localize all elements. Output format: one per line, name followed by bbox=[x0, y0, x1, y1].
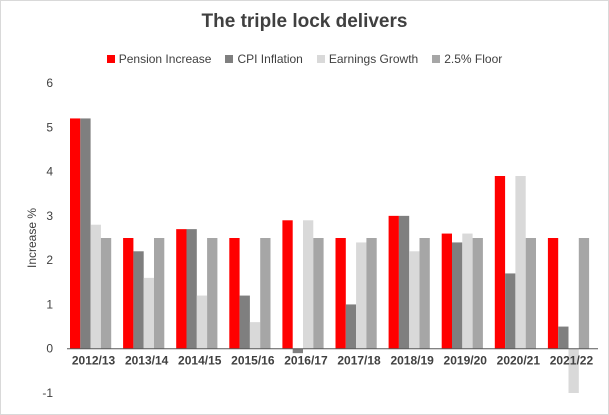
legend-item-3: 2.5% Floor bbox=[432, 51, 502, 67]
y-tick-label: 4 bbox=[46, 165, 53, 179]
chart-title: The triple lock delivers bbox=[201, 11, 408, 32]
legend-item-0: Pension Increase bbox=[106, 51, 212, 67]
bar-cpi-inflation-4 bbox=[292, 348, 303, 354]
y-tick-label: 3 bbox=[46, 209, 53, 223]
x-category-label: 2014/15 bbox=[178, 354, 222, 368]
bar-earnings-growth-4 bbox=[303, 220, 314, 349]
bar-cpi-inflation-9 bbox=[558, 326, 569, 349]
bar-earnings-growth-3 bbox=[249, 322, 261, 349]
bar-cpi-inflation-2 bbox=[186, 229, 197, 349]
bar-2-5-floor-4 bbox=[313, 238, 324, 349]
bar-2-5-floor-3 bbox=[260, 238, 271, 349]
legend-swatch-1 bbox=[225, 55, 234, 63]
x-category-label: 2012/13 bbox=[72, 354, 116, 368]
bar-earnings-growth-2 bbox=[196, 295, 208, 349]
x-category-label: 2016/17 bbox=[284, 354, 328, 368]
bar-earnings-growth-6 bbox=[409, 251, 420, 349]
bar-2-5-floor-8 bbox=[525, 238, 536, 349]
bar-pension-increase-3 bbox=[229, 238, 240, 349]
bar-2-5-floor-7 bbox=[472, 238, 483, 349]
legend-label-0: Pension Increase bbox=[118, 52, 212, 66]
legend-label-2: Earnings Growth bbox=[328, 52, 419, 66]
bar-cpi-inflation-8 bbox=[505, 273, 516, 349]
legend-swatch-2 bbox=[316, 55, 325, 63]
bar-cpi-inflation-5 bbox=[345, 304, 357, 349]
bar-pension-increase-8 bbox=[494, 176, 506, 349]
x-category-label: 2020/21 bbox=[497, 354, 541, 368]
legend-label-3: 2.5% Floor bbox=[444, 52, 503, 66]
bar-pension-increase-5 bbox=[335, 238, 346, 349]
bar-2-5-floor-9 bbox=[578, 238, 590, 349]
bar-earnings-growth-1 bbox=[143, 277, 154, 349]
bar-pension-increase-6 bbox=[388, 215, 399, 349]
legend-item-2: Earnings Growth bbox=[316, 51, 419, 67]
bar-2-5-floor-1 bbox=[154, 238, 165, 349]
bar-pension-increase-2 bbox=[176, 229, 187, 349]
bar-cpi-inflation-7 bbox=[452, 242, 463, 349]
y-tick-label: -1 bbox=[42, 386, 53, 400]
y-tick-label: 5 bbox=[46, 120, 53, 134]
legend-item-1: CPI Inflation bbox=[225, 51, 303, 67]
bar-2-5-floor-5 bbox=[366, 238, 377, 349]
bar-cpi-inflation-6 bbox=[398, 215, 410, 349]
bar-earnings-growth-7 bbox=[462, 233, 473, 349]
x-category-label: 2021/22 bbox=[550, 354, 594, 368]
y-tick-label: 6 bbox=[46, 76, 53, 90]
bar-pension-increase-9 bbox=[547, 238, 559, 349]
bar-pension-increase-1 bbox=[123, 238, 134, 349]
bar-pension-increase-4 bbox=[282, 220, 293, 349]
bar-cpi-inflation-3 bbox=[239, 295, 250, 349]
x-category-label: 2018/19 bbox=[390, 354, 434, 368]
bar-cpi-inflation-1 bbox=[133, 251, 144, 349]
legend: Pension Increase CPI Inflation Earnings Gr… bbox=[1, 51, 608, 67]
legend-label-1: CPI Inflation bbox=[237, 52, 303, 66]
bar-earnings-growth-8 bbox=[515, 176, 526, 349]
bar-2-5-floor-2 bbox=[207, 238, 218, 349]
y-axis-label: Increase % bbox=[25, 208, 39, 268]
bar-pension-increase-0 bbox=[70, 118, 81, 349]
y-tick-label: 2 bbox=[46, 253, 53, 267]
x-category-label: 2019/20 bbox=[444, 354, 488, 368]
bar-2-5-floor-6 bbox=[419, 238, 430, 349]
legend-swatch-3 bbox=[432, 55, 441, 63]
y-tick-label: 1 bbox=[46, 297, 53, 311]
bar-earnings-growth-9 bbox=[568, 348, 579, 393]
x-category-label: 2017/18 bbox=[337, 354, 381, 368]
y-tick-label: 0 bbox=[46, 342, 53, 356]
bar-earnings-growth-5 bbox=[356, 242, 367, 349]
bar-earnings-growth-0 bbox=[90, 224, 101, 349]
bar-2-5-floor-0 bbox=[100, 238, 112, 349]
bar-cpi-inflation-0 bbox=[80, 118, 91, 349]
x-category-label: 2013/14 bbox=[125, 354, 169, 368]
x-category-label: 2015/16 bbox=[231, 354, 275, 368]
bar-pension-increase-7 bbox=[441, 233, 452, 349]
legend-swatch-0 bbox=[106, 55, 115, 63]
